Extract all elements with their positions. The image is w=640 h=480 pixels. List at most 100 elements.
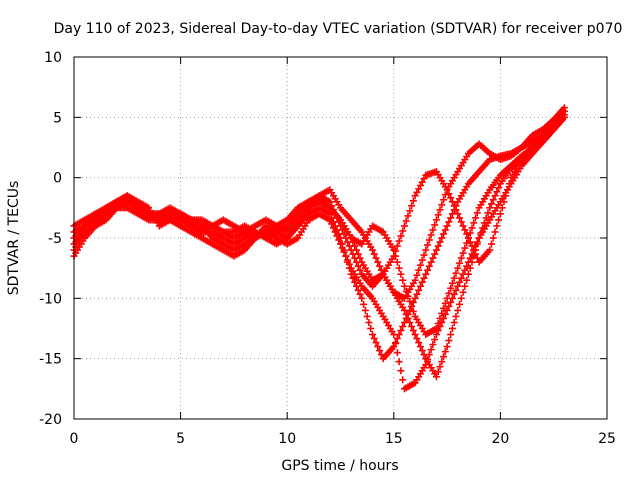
data-point [402, 217, 410, 225]
data-point [370, 335, 378, 343]
data-points [70, 104, 568, 393]
data-point [422, 361, 430, 369]
data-point [434, 368, 442, 376]
data-point [397, 270, 405, 278]
data-point [473, 238, 481, 246]
data-point [424, 356, 432, 364]
data-point [404, 212, 412, 220]
data-point [438, 318, 446, 326]
data-point [393, 349, 401, 357]
data-point [413, 290, 421, 298]
data-point [406, 297, 414, 305]
data-point [470, 246, 478, 254]
data-point [368, 246, 376, 254]
data-point [399, 376, 407, 384]
x-tick-label: 0 [70, 431, 79, 447]
data-point [418, 347, 426, 355]
data-point [436, 363, 444, 371]
x-tick-label: 10 [278, 431, 296, 447]
data-point [352, 246, 360, 254]
data-point [457, 254, 465, 262]
data-point [408, 202, 416, 210]
data-point [456, 214, 464, 222]
data-point [425, 262, 433, 270]
data-point [441, 310, 449, 318]
data-point [443, 222, 451, 230]
data-point [491, 228, 499, 236]
x-tick-label: 15 [385, 431, 403, 447]
data-point [326, 216, 334, 224]
data-point [488, 200, 496, 208]
data-point [427, 231, 435, 239]
data-point [450, 202, 458, 210]
data-point [438, 234, 446, 242]
data-point [456, 300, 464, 308]
data-point [447, 298, 455, 306]
data-point [466, 264, 474, 272]
data-point [392, 340, 400, 348]
data-point [440, 230, 448, 238]
data-point [560, 113, 568, 121]
data-point [457, 294, 465, 302]
data-point [432, 216, 440, 224]
data-point [452, 286, 460, 294]
data-point [415, 339, 423, 347]
data-point [472, 214, 480, 222]
data-point [445, 289, 453, 297]
data-point [459, 222, 467, 230]
data-point [445, 190, 453, 198]
data-point [463, 239, 471, 247]
x-tick-labels: 0 5 10 15 20 25 [70, 431, 616, 447]
x-axis-label: GPS time / hours [281, 458, 398, 474]
data-point [399, 227, 407, 235]
y-tick-labels: -20 -15 -10 -5 0 5 10 [39, 50, 62, 428]
data-point [397, 327, 405, 335]
data-point [461, 226, 469, 234]
data-point [404, 314, 412, 322]
data-point [459, 288, 467, 296]
data-point [416, 343, 424, 351]
data-point [409, 327, 417, 335]
x-tick-label: 25 [598, 431, 616, 447]
data-point [395, 358, 403, 366]
data-point [360, 300, 368, 308]
data-point [411, 331, 419, 339]
data-point [459, 249, 467, 257]
x-tick-label: 20 [491, 431, 509, 447]
data-point [560, 104, 568, 112]
data-point [438, 358, 446, 366]
data-point [408, 302, 416, 310]
data-point [461, 282, 469, 290]
data-point [351, 242, 359, 250]
data-point [393, 258, 401, 266]
data-point [466, 238, 474, 246]
data-point [418, 256, 426, 264]
data-point [429, 254, 437, 262]
data-point [440, 353, 448, 361]
data-point [392, 247, 400, 255]
data-point [395, 237, 403, 245]
data-point [395, 264, 403, 272]
data-point [420, 274, 428, 282]
data-point [484, 209, 492, 217]
data-point [450, 290, 458, 298]
data-point [340, 248, 348, 256]
data-point [441, 299, 449, 307]
data-point [489, 196, 497, 204]
data-point [411, 276, 419, 284]
data-point [454, 210, 462, 218]
data-point [452, 312, 460, 320]
data-point [416, 282, 424, 290]
data-point [431, 336, 439, 344]
data-point [448, 279, 456, 287]
data-point [468, 250, 476, 258]
data-point [450, 318, 458, 326]
data-point [400, 222, 408, 230]
data-point [431, 250, 439, 258]
data-point [461, 266, 469, 274]
data-point [434, 242, 442, 250]
data-point [432, 246, 440, 254]
data-point [390, 331, 398, 339]
data-point [397, 232, 405, 240]
data-point [431, 221, 439, 229]
